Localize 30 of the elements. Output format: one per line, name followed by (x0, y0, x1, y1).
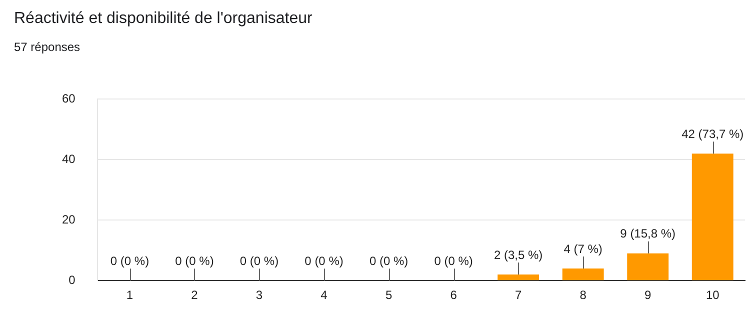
x-tick-label: 10 (706, 288, 720, 302)
data-label: 0 (0 %) (369, 254, 408, 268)
x-tick-label: 8 (580, 288, 587, 302)
data-label: 4 (7 %) (564, 242, 602, 256)
y-tick-label: 0 (68, 272, 76, 287)
x-tick-label: 4 (320, 288, 328, 302)
data-label: 0 (0 %) (175, 254, 214, 268)
data-label: 0 (0 %) (304, 254, 344, 268)
x-tick-label: 6 (450, 288, 458, 302)
data-label: 9 (15,8 %) (620, 226, 676, 241)
y-tick-label: 60 (62, 92, 76, 106)
x-tick-label: 9 (644, 288, 652, 302)
x-tick-label: 3 (256, 288, 263, 302)
bar (498, 274, 540, 280)
y-tick-label: 40 (62, 152, 76, 166)
x-tick-label: 7 (514, 288, 522, 302)
x-tick-label: 5 (385, 288, 392, 302)
data-label: 0 (0 %) (434, 254, 473, 268)
x-tick-label: 1 (126, 288, 134, 302)
bar (627, 253, 669, 280)
data-label: 0 (0 %) (110, 254, 150, 268)
y-tick-label: 20 (62, 212, 76, 226)
x-tick-label: 2 (191, 288, 198, 302)
bar (562, 268, 604, 280)
chart-title: Réactivité et disponibilité de l'organisateur (14, 10, 312, 28)
data-label: 2 (3,5 %) (494, 248, 543, 262)
data-label: 42 (73,7 %) (682, 126, 744, 141)
bar (692, 154, 734, 280)
data-label: 0 (0 %) (240, 254, 279, 268)
chart-subtitle: 57 réponses (14, 40, 80, 54)
